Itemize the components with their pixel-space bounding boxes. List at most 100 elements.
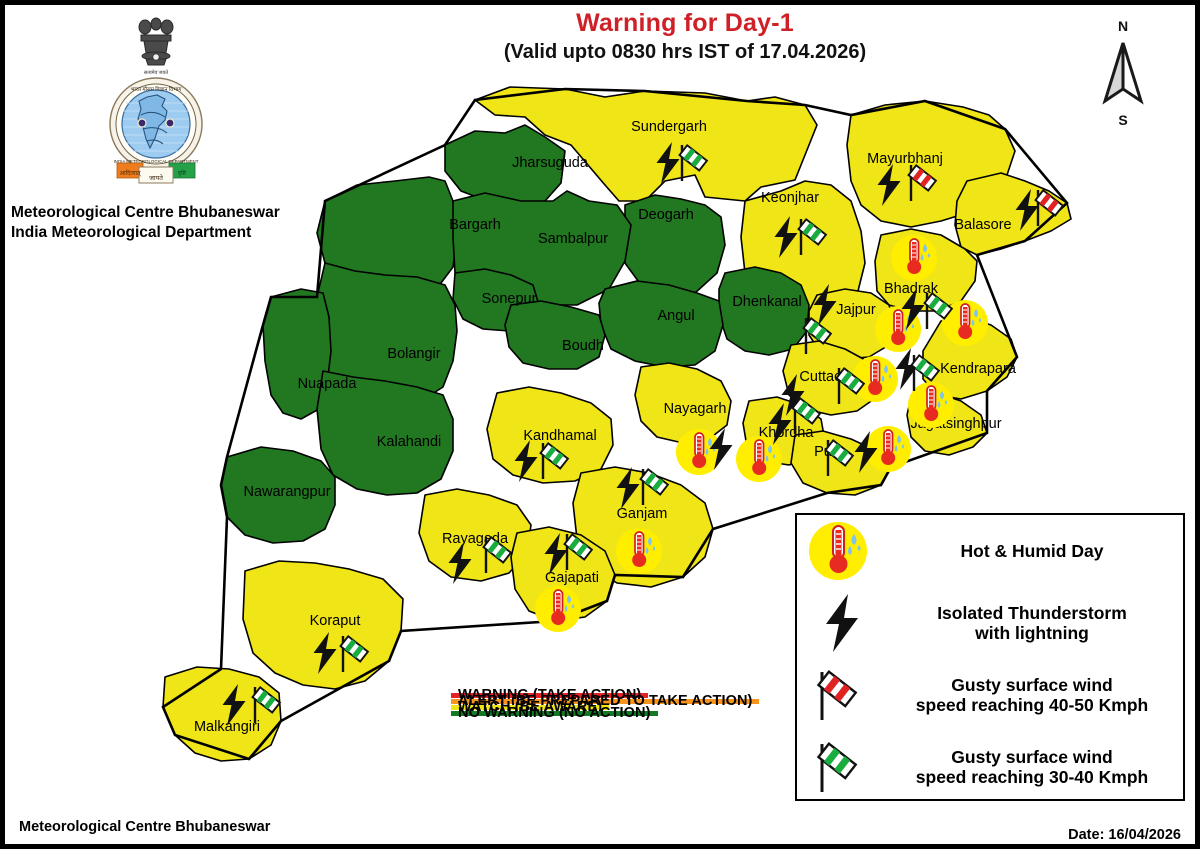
marker-wind-30-40	[907, 351, 951, 395]
district-label-sundergarh: Sundergarh	[631, 119, 707, 135]
marker-thunderstorm	[220, 683, 248, 727]
legend-item: Isolated Thunderstorm with lightning	[797, 587, 1183, 659]
marker-hot-humid	[675, 428, 729, 476]
marker-thunderstorm	[772, 215, 800, 259]
marker-thunderstorm	[311, 631, 339, 675]
legend-label: Hot & Humid Day	[960, 540, 1104, 561]
colour-key: WARNING (TAKE ACTION) ALERT (BE PREPARED …	[451, 688, 796, 720]
marker-thunderstorm	[899, 287, 927, 331]
district-label-khordha: Khordha	[758, 425, 814, 441]
hot-humid-icon	[942, 300, 988, 346]
compass-north-label: N	[1117, 18, 1129, 34]
windsock-green-icon	[797, 217, 828, 255]
marker-thunderstorm	[1013, 188, 1041, 232]
lightning-icon	[313, 632, 337, 674]
north-arrow-icon	[1102, 42, 1144, 105]
marker-wind-30-40	[636, 465, 680, 509]
legend-item: Hot & Humid Day	[797, 515, 1183, 587]
marker-hot-humid	[941, 299, 995, 347]
windsock-green-icon	[791, 396, 822, 434]
windsock-green-icon	[539, 441, 570, 479]
windsock-green-icon	[339, 634, 370, 672]
legend-item: Gusty surface wind speed reaching 30-40 K…	[797, 731, 1183, 803]
district-label-cuttack: Cuttack	[799, 369, 849, 385]
hot-humid-icon	[676, 429, 722, 475]
title-block: Warning for Day-1 (Valid upto 0830 hrs I…	[335, 9, 1035, 64]
footer-left: Meteorological Centre Bhubaneswar	[19, 819, 271, 835]
marker-thunderstorm	[512, 439, 540, 483]
state-outline	[161, 87, 1069, 761]
svg-text:वृष्टि: वृष्टि	[178, 169, 187, 177]
lightning-icon	[1015, 189, 1039, 231]
marker-wind-30-40	[536, 439, 580, 483]
imd-emblem-icon: सत्यमेव जयते भारत मौसम विज्ञान विभाग IND…	[101, 11, 211, 196]
legend-label: Gusty surface wind speed reaching 40-50 K…	[915, 674, 1149, 715]
marker-thunderstorm	[893, 347, 921, 391]
map-svg	[161, 86, 1072, 762]
district-label-koraput: Koraput	[309, 613, 361, 629]
marker-thunderstorm	[766, 402, 794, 446]
district-label-balasore: Balasore	[954, 217, 1012, 233]
district-label-kandhamal: Kandhamal	[523, 428, 597, 444]
windsock-red-icon	[797, 664, 889, 726]
marker-wind-30-40	[248, 683, 292, 727]
lightning-icon	[781, 374, 805, 416]
lightning-icon	[448, 542, 472, 584]
lightning-icon	[854, 431, 878, 473]
marker-thunderstorm	[446, 541, 474, 585]
windsock-green-icon	[824, 438, 855, 476]
lightning-icon	[797, 592, 889, 654]
district-label-sambalpur: Sambalpur	[537, 231, 609, 247]
marker-hot-humid	[534, 585, 588, 633]
lightning-icon	[616, 467, 640, 509]
lightning-icon	[544, 533, 568, 575]
marker-thunderstorm	[542, 532, 570, 576]
windsock-green-icon	[639, 467, 670, 505]
marker-thunderstorm	[779, 373, 807, 417]
district-label-keonjhar: Keonjhar	[760, 190, 820, 206]
svg-text:INDIA METEOROLOGICAL DEPARTMEN: INDIA METEOROLOGICAL DEPARTMENT	[114, 159, 199, 164]
lightning-icon	[656, 142, 680, 184]
district-label-nawarangpur: Nawarangpur	[243, 484, 331, 500]
lightning-icon	[222, 684, 246, 726]
district-label-boudh: Boudh	[562, 338, 604, 354]
district-label-bolangir: Bolangir	[387, 346, 441, 362]
legend-label: Isolated Thunderstorm with lightning	[937, 602, 1127, 643]
legend-panel: Hot & Humid Day Isolated Thunderstorm wit…	[795, 513, 1185, 801]
district-label-bargarh: Bargarh	[449, 217, 501, 233]
marker-hot-humid	[735, 435, 789, 483]
lightning-icon	[895, 348, 919, 390]
lightning-icon	[901, 288, 925, 330]
legend-label: Gusty surface wind speed reaching 30-40 K…	[915, 746, 1149, 787]
district-label-nuapada: Nuapada	[297, 376, 357, 392]
windsock-green-icon	[482, 535, 513, 573]
windsock-green-icon	[923, 291, 954, 329]
windsock-green-icon	[678, 143, 709, 181]
svg-text:भारत मौसम विज्ञान विभाग: भारत मौसम विज्ञान विभाग	[131, 86, 183, 93]
marker-wind-30-40	[794, 215, 838, 259]
hot-humid-icon	[852, 356, 898, 402]
compass: N S	[1083, 19, 1163, 141]
district-jharsuguda	[444, 124, 566, 206]
hot-humid-icon	[736, 436, 782, 482]
marker-wind-30-40	[479, 533, 523, 577]
windsock-green-icon	[910, 353, 941, 391]
marker-hot-humid	[890, 234, 944, 282]
marker-thunderstorm	[852, 430, 880, 474]
district-label-ganjam: Ganjam	[616, 506, 668, 522]
district-label-angul: Angul	[657, 308, 695, 324]
marker-wind-30-40	[920, 289, 964, 333]
district-label-deogarh: Deogarh	[638, 207, 694, 223]
marker-wind-30-40	[821, 436, 865, 480]
marker-thunderstorm	[614, 466, 642, 510]
hot-humid-icon	[891, 235, 937, 281]
organisation-name: Meteorological Centre Bhubaneswar India …	[11, 203, 341, 243]
district-label-nayagarh: Nayagarh	[663, 401, 727, 417]
district-label-jajpur: Jajpur	[836, 302, 876, 318]
lightning-icon	[877, 164, 901, 206]
marker-thunderstorm	[811, 283, 839, 327]
district-angul	[598, 280, 724, 368]
hot-humid-icon	[908, 382, 954, 428]
marker-wind-30-40	[799, 314, 843, 358]
svg-text:जायते: जायते	[149, 174, 163, 182]
